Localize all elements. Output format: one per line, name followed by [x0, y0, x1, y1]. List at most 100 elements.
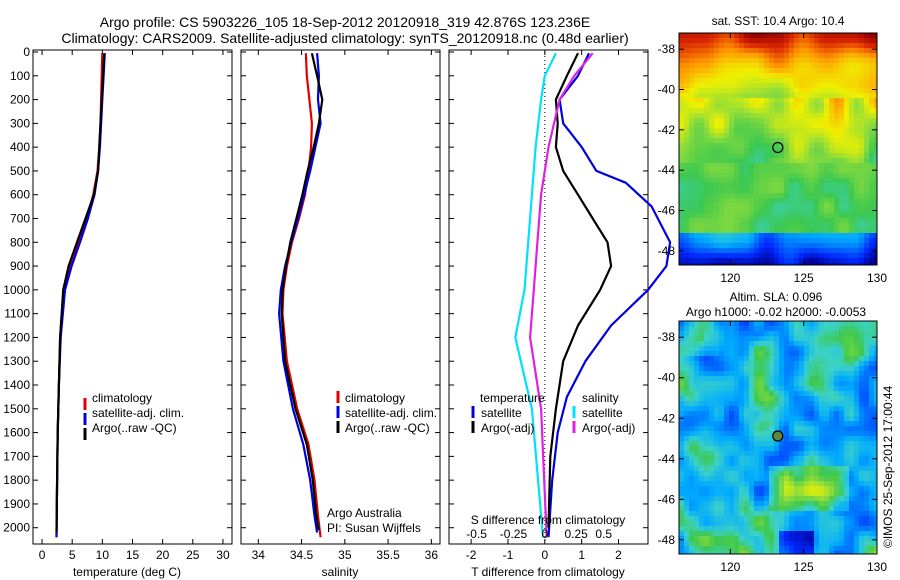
- heatmap-cell: [869, 53, 875, 59]
- heatmap-cell: [829, 326, 835, 332]
- heatmap-cell: [779, 33, 785, 39]
- heatmap-cell: [819, 73, 825, 79]
- heatmap-cell: [744, 456, 750, 462]
- heatmap-cell: [719, 98, 725, 104]
- heatmap-cell: [849, 321, 855, 327]
- heatmap-cell: [859, 193, 865, 199]
- heatmap-cell: [764, 371, 770, 377]
- heatmap-cell: [704, 83, 710, 89]
- heatmap-cell: [739, 218, 745, 224]
- heatmap-cell: [864, 143, 870, 149]
- heatmap-cell: [734, 133, 740, 139]
- heatmap-cell: [789, 436, 795, 442]
- heatmap-cell: [754, 98, 760, 104]
- heatmap-cell: [804, 396, 810, 402]
- heatmap-cell: [719, 496, 725, 502]
- heatmap-cell: [749, 366, 755, 372]
- heatmap-cell: [859, 88, 865, 94]
- heatmap-cell: [789, 476, 795, 482]
- heatmap-cell: [799, 168, 805, 174]
- heatmap-cell: [789, 351, 795, 357]
- heatmap-cell: [689, 33, 695, 39]
- heatmap-cell: [679, 228, 685, 234]
- heatmap-cell: [754, 531, 760, 537]
- heatmap-cell: [699, 143, 705, 149]
- heatmap-cell: [754, 63, 760, 69]
- heatmap-cell: [844, 541, 850, 547]
- heatmap-cell: [834, 411, 840, 417]
- heatmap-cell: [744, 173, 750, 179]
- heatmap-cell: [774, 163, 780, 169]
- heatmap-cell: [804, 346, 810, 352]
- heatmap-cell: [859, 63, 865, 69]
- heatmap-cell: [739, 486, 745, 492]
- heatmap-cell: [704, 356, 710, 362]
- heatmap-cell: [689, 371, 695, 377]
- heatmap-cell: [784, 173, 790, 179]
- heatmap-cell: [764, 198, 770, 204]
- heatmap-cell: [809, 511, 815, 517]
- heatmap-cell: [709, 113, 715, 119]
- legend-label-s-satellite: satellite: [582, 406, 623, 420]
- heatmap-cell: [694, 551, 700, 554]
- heatmap-cell: [864, 33, 870, 39]
- heatmap-cell: [834, 531, 840, 537]
- heatmap-cell: [744, 376, 750, 382]
- heatmap-cell: [804, 491, 810, 497]
- heatmap-cell: [694, 426, 700, 432]
- heatmap-cell: [834, 188, 840, 194]
- heatmap-cell: [784, 321, 790, 327]
- heatmap-cell: [814, 436, 820, 442]
- heatmap-cell: [709, 98, 715, 104]
- heatmap-cell: [794, 243, 800, 249]
- heatmap-cell: [784, 113, 790, 119]
- depth-tick-label: 500: [10, 164, 30, 178]
- heatmap-cell: [874, 258, 877, 264]
- heatmap-cell: [694, 421, 700, 427]
- heatmap-cell: [749, 188, 755, 194]
- heatmap-cell: [759, 356, 765, 362]
- heatmap-cell: [684, 218, 690, 224]
- heatmap-cell: [849, 406, 855, 412]
- heatmap-cell: [829, 441, 835, 447]
- heatmap-cell: [874, 446, 877, 452]
- heatmap-cell: [774, 471, 780, 477]
- heatmap-cell: [704, 446, 710, 452]
- heatmap-cell: [749, 541, 755, 547]
- heatmap-cell: [789, 148, 795, 154]
- heatmap-cell: [789, 173, 795, 179]
- heatmap-cell: [744, 371, 750, 377]
- heatmap-cell: [744, 446, 750, 452]
- heatmap-cell: [829, 223, 835, 229]
- heatmap-cell: [874, 218, 877, 224]
- heatmap-cell: [764, 421, 770, 427]
- heatmap-cell: [819, 98, 825, 104]
- heatmap-cell: [834, 371, 840, 377]
- heatmap-cell: [759, 426, 765, 432]
- heatmap-cell: [684, 153, 690, 159]
- heatmap-cell: [784, 441, 790, 447]
- heatmap-cell: [734, 411, 740, 417]
- heatmap-cell: [854, 123, 860, 129]
- heatmap-cell: [704, 421, 710, 427]
- heatmap-cell: [679, 411, 685, 417]
- heatmap-cell: [774, 188, 780, 194]
- heatmap-cell: [774, 198, 780, 204]
- heatmap-cell: [709, 33, 715, 39]
- heatmap-cell: [809, 113, 815, 119]
- heatmap-cell: [694, 263, 700, 265]
- heatmap-cell: [729, 326, 735, 332]
- heatmap-cell: [779, 98, 785, 104]
- heatmap-cell: [834, 83, 840, 89]
- heatmap-cell: [854, 441, 860, 447]
- heatmap-cell: [754, 491, 760, 497]
- heatmap-cell: [699, 183, 705, 189]
- heatmap-cell: [684, 436, 690, 442]
- heatmap-cell: [844, 38, 850, 44]
- heatmap-cell: [839, 93, 845, 99]
- heatmap-cell: [729, 441, 735, 447]
- sla-map-title-line2: Argo h1000: -0.02 h2000: -0.0053: [686, 305, 866, 319]
- heatmap-cell: [854, 476, 860, 482]
- heatmap-cell: [764, 213, 770, 219]
- heatmap-cell: [824, 436, 830, 442]
